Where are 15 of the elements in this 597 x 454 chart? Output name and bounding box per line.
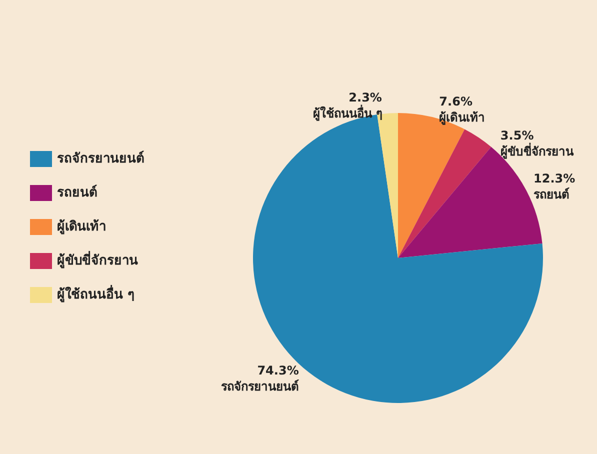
- slice-label: รถจักรยานยนต์: [220, 380, 299, 394]
- legend-label: ผู้เดินเท้า: [57, 218, 106, 234]
- data-label: 2.3%: [348, 90, 382, 104]
- data-label: 12.3%: [534, 171, 576, 186]
- slice-label: รถยนต์: [534, 187, 570, 202]
- legend-label: รถจักรยานยนต์: [57, 150, 144, 166]
- slice-label: ผู้ใช้ถนนอื่น ๆ: [312, 104, 382, 122]
- data-label: 3.5%: [500, 128, 534, 142]
- data-label: 74.3%: [257, 364, 299, 378]
- data-label: 7.6%: [439, 94, 472, 108]
- legend-label: รถยนต์: [57, 184, 97, 200]
- slice-label: ผู้เดินเท้า: [439, 110, 486, 126]
- slice-label: ผู้ขับขี่จักรยาน: [500, 142, 574, 160]
- legend-label: ผู้ใช้ถนนอื่น ๆ: [57, 284, 135, 302]
- legend-label: ผู้ขับขี่จักรยาน: [57, 250, 138, 268]
